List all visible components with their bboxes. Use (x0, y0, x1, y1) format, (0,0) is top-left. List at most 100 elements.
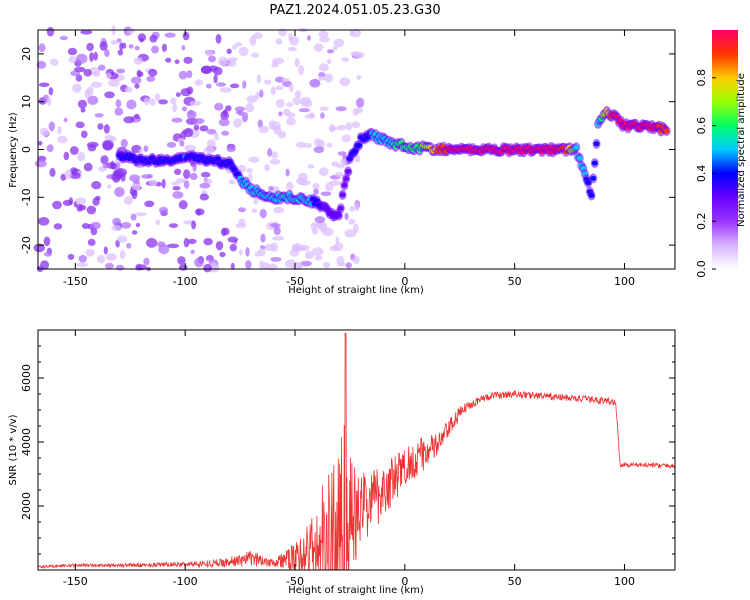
colorbar-gradient (712, 30, 738, 269)
spectrogram-y-tick-label: -10 (20, 188, 33, 206)
spectrogram-noise-cell (189, 100, 201, 106)
spectrogram-noise-cell (242, 80, 247, 89)
spectrogram-ridge-cell (356, 142, 363, 148)
snr-x-tick-label: 0 (401, 575, 408, 588)
snr-y-tick-label: 6000 (20, 364, 33, 392)
snr-border (37, 329, 676, 571)
spectrogram-noise-cell (83, 69, 92, 77)
spectrogram-noise-cell (271, 151, 278, 159)
spectrogram-noise-cell (278, 111, 283, 117)
spectrogram-noise-cell (335, 106, 347, 112)
spectrogram-noise-cell (318, 30, 329, 38)
spectrogram-noise-cell (104, 134, 115, 141)
spectrogram-noise-cell (238, 110, 245, 117)
spectrogram-noise-cell (86, 205, 97, 215)
spectrogram-noise-cell (313, 146, 324, 154)
colorbar-tick-label: 0.2 (695, 212, 708, 230)
spectrogram-noise-cell (246, 95, 258, 104)
spectrogram-noise-cell (214, 102, 224, 111)
spectrogram-noise-cell (182, 31, 190, 41)
spectrogram-noise-cell (259, 89, 264, 98)
spectrogram-noise-cell (294, 90, 302, 98)
spectrogram-noise-cell (228, 179, 236, 185)
spectrogram-noise-cell (77, 99, 87, 109)
spectrogram-noise-cell (219, 251, 226, 258)
spectrogram-noise-cell (105, 72, 112, 79)
spectrogram-noise-cell (93, 71, 100, 78)
spectrogram-noise-cell (245, 260, 252, 269)
colorbar: 0.0 0.2 0.4 0.6 0.8 Normalized spectral ampl… (695, 30, 747, 278)
spectrogram-noise-cell (355, 97, 365, 108)
spectrogram-noise-cell (349, 30, 355, 37)
snr-x-tick-label: 100 (614, 575, 635, 588)
spectrogram-noise-cell (228, 59, 237, 68)
spectrogram-ridge-cell (345, 168, 352, 174)
spectrogram-noise-cell (203, 264, 212, 273)
spectrogram-noise-cell (46, 97, 52, 106)
spectrogram-noise-cell (335, 236, 340, 244)
spectrogram-noise-cell (219, 87, 232, 93)
spectrogram-noise-cell (148, 68, 158, 77)
spectrogram-noise-cell (130, 213, 137, 221)
spectrogram-noise-cell (319, 106, 329, 111)
spectrogram-noise-cell (291, 243, 300, 253)
spectrogram-noise-cell (146, 75, 156, 82)
spectrogram-noise-cell (135, 212, 147, 217)
spectrogram-noise-cell (256, 74, 261, 84)
spectrogram-noise-cell (298, 65, 305, 76)
spectrogram-noise-cell (93, 51, 98, 61)
spectrogram-noise-cell (260, 233, 266, 243)
spectrogram-noise-cell (143, 145, 149, 152)
spectrogram-noise-cell (191, 220, 197, 230)
spectrogram-noise-cell (324, 73, 333, 83)
spectrogram-noise-cell (285, 181, 294, 191)
spectrogram-noise-cell (333, 242, 344, 252)
spectrogram-noise-cell (72, 83, 82, 93)
spectrogram-noise-cell (133, 57, 143, 65)
spectrogram-noise-cell (327, 58, 332, 65)
spectrogram-noise-cell (119, 249, 126, 260)
spectrogram-noise-cell (133, 179, 140, 185)
spectrogram-noise-cell (68, 55, 77, 64)
spectrogram-noise-cell (102, 139, 114, 150)
spectrogram-noise-cell (68, 197, 74, 205)
spectrogram-noise-cell (39, 127, 49, 137)
spectrogram-noise-cell (284, 259, 297, 268)
spectrogram-noise-cell (275, 38, 283, 45)
spectrogram-noise-cell (332, 46, 338, 51)
spectrogram-noise-cell (34, 159, 47, 168)
spectrogram-noise-cell (275, 99, 285, 108)
spectrogram-noise-cell (75, 74, 83, 82)
spectrogram-noise-cell (215, 34, 222, 44)
spectrogram-noise-cell (269, 159, 281, 165)
spectrogram-noise-cell (48, 121, 55, 132)
spectrogram-noise-cell (222, 227, 230, 236)
colorbar-ticks: 0.0 0.2 0.4 0.6 0.8 (695, 69, 716, 278)
spectrogram-noise-cell (257, 248, 266, 257)
chart-title: PAZ1.2024.051.05.23.G30 (269, 3, 440, 18)
spectrogram-noise-cell (345, 262, 352, 269)
spectrogram-noise-cell (352, 108, 359, 116)
spectrogram-x-tick-label: 100 (614, 275, 635, 288)
spectrogram-noise-cell (312, 228, 319, 235)
colorbar-tick-label: 0.0 (695, 260, 708, 278)
spectrogram-noise-cell (78, 204, 87, 211)
spectrogram-noise-cell (187, 109, 194, 116)
spectrogram-noise-cell (172, 191, 184, 199)
spectrogram-noise-cell (76, 53, 88, 64)
spectrogram-noise-cell (336, 255, 345, 266)
spectrogram-noise-cell (63, 151, 70, 161)
spectrogram-noise-cell (69, 172, 81, 179)
spectrogram-noise-cell (134, 45, 140, 51)
spectrogram-noise-cell (288, 83, 294, 93)
spectrogram-noise-cell (203, 147, 215, 154)
spectrogram-noise-cell (183, 127, 194, 138)
spectrogram-noise-cell (114, 107, 124, 116)
spectrogram-noise-cell (329, 180, 341, 186)
spectrogram-noise-cell (298, 108, 311, 113)
spectrogram-noise-cell (130, 76, 142, 84)
spectrogram-noise-cell (268, 186, 274, 191)
spectrogram-noise-cell (258, 125, 269, 134)
spectrogram-noise-cell (179, 140, 185, 147)
spectrogram-noise-cell (348, 218, 356, 225)
